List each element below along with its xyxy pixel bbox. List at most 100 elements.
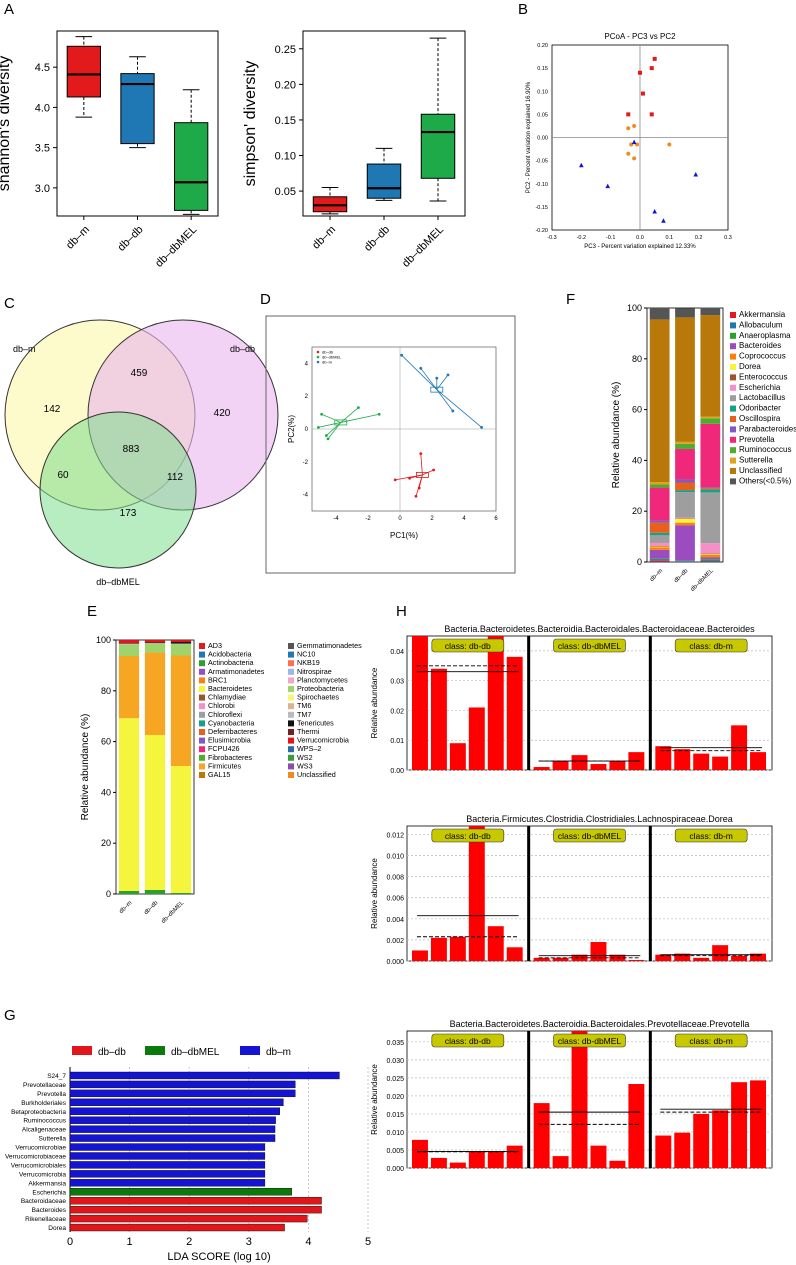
y-tick-label: 0.030 [386, 1058, 404, 1065]
class-label-box [553, 828, 626, 843]
class-label-box [553, 1033, 626, 1048]
bar-label: Prevotella [37, 1091, 66, 1098]
point-triangle [605, 183, 611, 189]
sample-bar [552, 957, 569, 961]
y-axis-label: Relative abundance [370, 858, 379, 929]
bar-label: Escherichia [32, 1189, 66, 1196]
panel-h-bacteroides-bars: Bacteria.Bacteroidetes.Bacteroidia.Bacte… [370, 624, 773, 775]
legend-label: Unclassified [739, 466, 782, 475]
venn-count-all: 883 [123, 444, 140, 455]
legend-swatch [72, 1046, 92, 1055]
legend-label: WPS–2 [297, 744, 321, 753]
spoke-line [318, 422, 341, 428]
legend-label: Prevotella [739, 435, 775, 444]
x-tick-label: db–m [649, 568, 664, 583]
legend-swatch [288, 651, 294, 658]
lda-bar [69, 1089, 296, 1098]
y-tick-label: 40 [632, 455, 642, 465]
lda-bar [69, 1188, 292, 1196]
legend-label: Gemmatimonadetes [297, 641, 362, 650]
sample-bar [533, 1103, 550, 1168]
venn-set-label: db–m [13, 344, 36, 354]
x-axis-label: LDA SCORE (log 10) [167, 1251, 270, 1263]
legend-label: Odoribacter [739, 404, 781, 413]
stack-segment [118, 644, 140, 657]
legend-label: NC10 [297, 650, 315, 659]
venn-set-label: db–dbMEL [96, 577, 140, 587]
legend-label: db–dbMEL [171, 1047, 220, 1058]
legend-swatch [288, 694, 294, 701]
legend-label: db–db [98, 1047, 126, 1058]
legend-swatch [730, 457, 736, 464]
box-1 [366, 163, 402, 199]
plot-frame [406, 1030, 773, 1169]
y-axis-label: PC2(%) [287, 415, 296, 443]
stack-segment [118, 656, 140, 719]
box-0 [66, 45, 101, 98]
stack-segment [700, 492, 721, 544]
venn-circle-db-dbmel [39, 411, 197, 569]
stack-segment [700, 307, 721, 316]
y-tick-label: 0.006 [386, 896, 404, 903]
x-axis-label: PC3 - Percent variation explained 12.33% [584, 244, 696, 250]
legend-swatch [199, 643, 205, 649]
pca-point [400, 353, 403, 357]
y-tick-label: 0.010 [386, 854, 404, 861]
bar-label: Alcaligenaceae [22, 1127, 66, 1134]
sample-bar [750, 1080, 766, 1168]
y-tick-label: 0.00 [390, 768, 404, 775]
stack-segment [649, 481, 670, 485]
legend-swatch [199, 711, 205, 718]
venn-count-db_mel: 112 [167, 472, 183, 483]
point-circle [667, 142, 672, 147]
class-label-box [431, 1033, 505, 1048]
panel-h-dorea-bars: Bacteria.Firmicutes.Clostridia.Clostridi… [370, 814, 773, 966]
sample-bar [412, 950, 428, 961]
legend-swatch [199, 763, 205, 770]
stack-segment [649, 542, 670, 546]
legend-label: FCPU426 [208, 744, 240, 753]
stack-segment [675, 522, 695, 526]
legend-label: Allobaculum [739, 320, 783, 329]
sample-bar [449, 743, 466, 770]
legend-label: Escherichia [739, 383, 781, 392]
legend-swatch [288, 677, 294, 684]
legend-label: Proteobacteria [297, 684, 344, 693]
y-tick-label: 0.01 [390, 738, 404, 745]
legend-dot [316, 350, 320, 354]
legend-swatch [199, 694, 205, 701]
legend-label: Bacteroidetes [208, 684, 252, 693]
point-circle [632, 156, 637, 161]
chart-title: Bacteria.Firmicutes.Clostridia.Clostridi… [466, 814, 733, 824]
y-tick-label: 0.25 [275, 44, 296, 56]
spoke-line [321, 413, 341, 423]
stack-segment [170, 892, 192, 894]
panel-d-pca-plot: -4 -2 0 2 4 6 -4 -2 0 2 4 PC1(%) PC2(%) db–dbdb–dbMEL… [265, 315, 516, 574]
sample-bar [750, 752, 766, 770]
pca-point [480, 425, 483, 429]
spoke-line [436, 389, 482, 428]
spoke-line [420, 453, 423, 475]
class-label-box [674, 1033, 748, 1048]
y-tick-label: -0.15 [535, 205, 548, 211]
x-tick-label: db–dbMEL [153, 224, 199, 270]
y-tick-label: -0.10 [535, 182, 548, 188]
pca-point [446, 373, 450, 377]
stack-segment [700, 560, 721, 562]
legend-dot [316, 360, 320, 364]
sample-bar [628, 1083, 645, 1168]
sample-bar [655, 954, 672, 961]
group-center-box [430, 386, 444, 393]
legend-label: db–m [322, 360, 333, 365]
y-tick-label: 0 [305, 427, 309, 433]
legend-label: TM7 [297, 710, 311, 719]
stack-segment [649, 484, 670, 488]
panel-label-h: H [396, 603, 407, 620]
stack-segment [700, 487, 721, 489]
y-tick-label: 80 [101, 686, 111, 696]
legend-swatch [199, 668, 205, 675]
stack-segment [649, 520, 670, 523]
legend-swatch [288, 686, 294, 692]
point-triangle [652, 209, 657, 214]
legend-label: Bacteroides [739, 341, 781, 350]
